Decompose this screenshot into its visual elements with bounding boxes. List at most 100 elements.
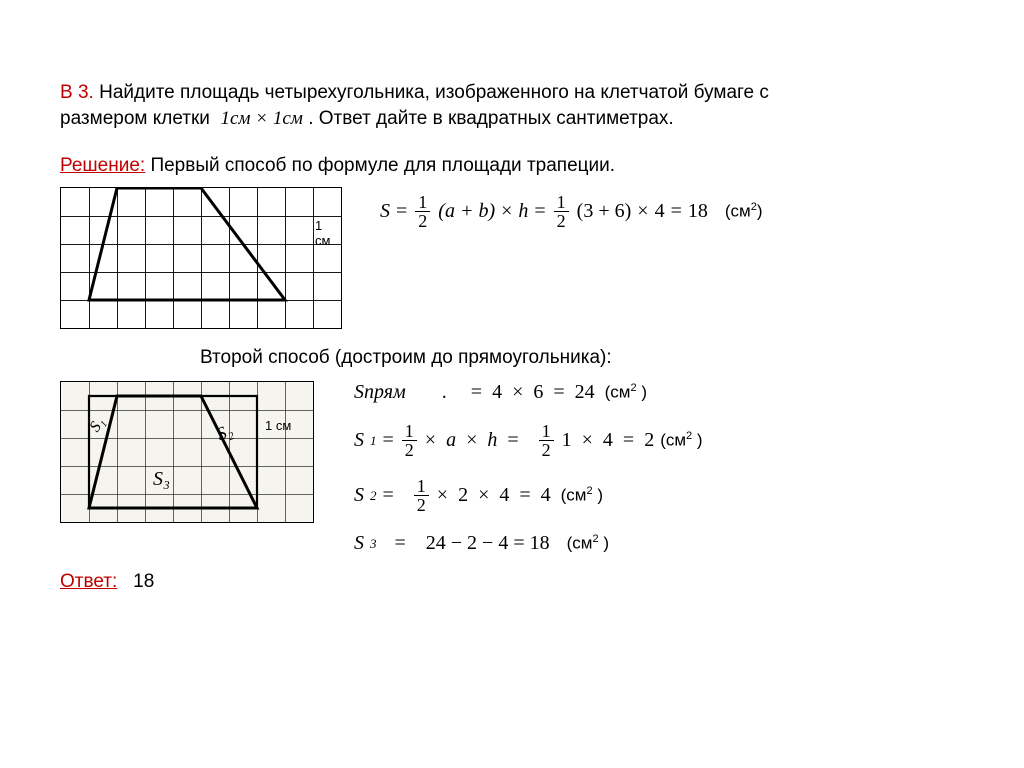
num: 1 (414, 477, 429, 496)
eq: = (507, 429, 518, 452)
s: S (354, 429, 364, 452)
page: В 3. Найдите площадь четырехугольника, и… (0, 0, 1024, 768)
unit-sup: 2 (586, 485, 592, 497)
frac-den: 2 (415, 212, 430, 230)
sub: 3 (370, 536, 377, 552)
unit-open: (см (567, 534, 593, 553)
eq-3: = (671, 200, 682, 223)
eq-1: = (396, 200, 407, 223)
b-val: 6 (529, 381, 547, 404)
times: × (578, 429, 597, 452)
times-1: × (501, 200, 512, 223)
s1-formula: S1 = 1 2 × a × h = 1 2 1 × 4 = (354, 422, 703, 459)
dot: . (442, 381, 447, 404)
den: 2 (402, 441, 417, 459)
trapezoid-svg-2 (61, 382, 313, 522)
unit-open: (см (561, 486, 587, 505)
num: 1 (539, 422, 554, 441)
a: 2 (454, 484, 472, 507)
unit-open: (см (660, 431, 686, 450)
var-S: S (380, 200, 390, 223)
problem-text-2a: размером клетки (60, 108, 210, 129)
eq-2: = (534, 200, 545, 223)
frac-den: 2 (554, 212, 569, 230)
eq: = (471, 381, 482, 404)
eq: = (395, 532, 406, 555)
a-val: 4 (488, 381, 506, 404)
times: × (466, 429, 477, 452)
eq: = (383, 429, 394, 452)
unit-close: ) (603, 534, 609, 553)
s-rect: Sпрям (354, 381, 406, 404)
s3-label: S₃ (153, 468, 170, 491)
s2-formula: S2 = 1 2 × 2 × 4 = 4 (см2 ) (354, 477, 703, 514)
eq: = (383, 484, 394, 507)
method2-row: S₁ S₂ S₃ 1 см Sпрям . = 4 × 6 = 24 (см2 … (60, 381, 964, 555)
result: 4 (537, 484, 555, 507)
unit-cm2: (см2 ) (567, 533, 609, 554)
a-val: 1 (562, 429, 572, 452)
unit-close: ) (697, 431, 703, 450)
a: a (442, 429, 460, 452)
h-val: 4 (655, 200, 665, 223)
method1-row: 1 см S = 1 2 (a + b) × h = 1 2 (3 + 6) ×… (60, 187, 964, 329)
s: S (354, 532, 364, 555)
frac: 1 2 (402, 422, 417, 459)
b: 4 (495, 484, 513, 507)
unit-open: (см (605, 383, 631, 402)
unit-close: ) (641, 383, 647, 402)
unit-close: ) (757, 202, 763, 221)
frac-half-1: 1 2 (415, 193, 430, 230)
rect-area-formula: Sпрям . = 4 × 6 = 24 (см2 ) (354, 381, 703, 404)
frac-half-2: 1 2 (554, 193, 569, 230)
s3-formula: S3 = 24 − 2 − 4 = 18 (см2 ) (354, 532, 703, 555)
cell-size-expr: 1см × 1см (220, 108, 302, 129)
answer-line: Ответ: 18 (60, 571, 964, 593)
s: S (354, 484, 364, 507)
result-1: 18 (688, 200, 708, 223)
eq: = (553, 381, 564, 404)
times: × (478, 484, 489, 507)
h-val: 4 (603, 429, 613, 452)
grid-diagram-2: S₁ S₂ S₃ 1 см (60, 381, 314, 523)
answer-label: Ответ: (60, 571, 117, 592)
expr: 24 − 2 − 4 = 18 (426, 532, 550, 555)
times-2: × (637, 200, 648, 223)
frac: 1 2 (539, 422, 554, 459)
problem-number: В 3. (60, 82, 94, 103)
problem-statement: В 3. Найдите площадь четырехугольника, и… (60, 80, 964, 131)
scale-label-2: 1 см (265, 418, 291, 433)
h-var: h (518, 200, 528, 223)
frac-num: 1 (415, 193, 430, 212)
frac-num: 1 (554, 193, 569, 212)
times: × (437, 484, 448, 507)
unit-sup: 2 (686, 430, 692, 442)
unit-cm2: (см2 ) (660, 430, 702, 451)
unit-cm2: (см2 ) (605, 382, 647, 403)
num: 1 (402, 422, 417, 441)
ab-term: (a + b) (438, 200, 495, 223)
problem-text-2b: . Ответ дайте в квадратных сантиметрах. (308, 108, 674, 129)
den: 2 (414, 496, 429, 514)
ab-vals: (3 + 6) (577, 200, 632, 223)
unit-sup: 2 (592, 533, 598, 545)
answer-value: 18 (133, 571, 154, 592)
den: 2 (539, 441, 554, 459)
times: × (512, 381, 523, 404)
method2-formulas: Sпрям . = 4 × 6 = 24 (см2 ) S1 = 1 2 (354, 381, 703, 555)
solution-label: Решение: (60, 155, 145, 176)
h: h (483, 429, 501, 452)
unit-cm2: (см2 ) (561, 485, 603, 506)
sub: 2 (370, 488, 377, 504)
eq: = (619, 429, 638, 452)
trapezoid-area-formula: S = 1 2 (a + b) × h = 1 2 (3 + 6) × 4 = … (380, 193, 763, 230)
unit-open: (см (725, 202, 751, 221)
unit-sup: 2 (631, 382, 637, 394)
sub: 1 (370, 433, 377, 449)
frac: 1 2 (414, 477, 429, 514)
result: 2 (644, 429, 654, 452)
method2-title: Второй способ (достроим до прямоугольник… (200, 347, 964, 369)
unit-cm2: (см2) (725, 201, 763, 222)
problem-text-1: Найдите площадь четырехугольника, изобра… (99, 82, 769, 103)
grid-diagram-1: 1 см (60, 187, 342, 329)
